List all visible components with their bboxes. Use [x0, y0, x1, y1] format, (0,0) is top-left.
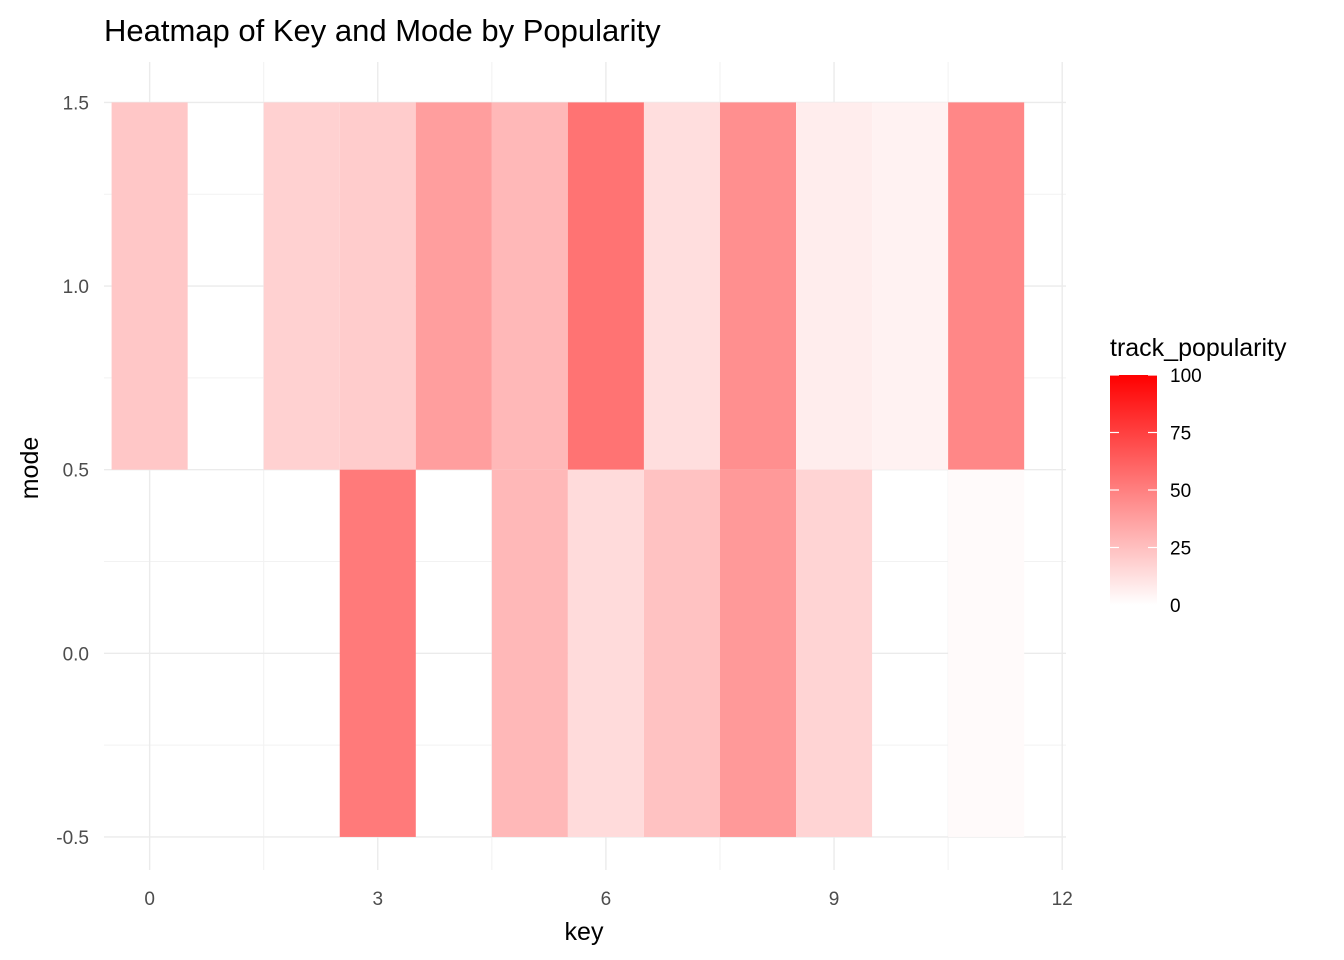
x-tick-label: 6 — [601, 889, 612, 910]
legend-tick-label: 50 — [1170, 481, 1191, 502]
x-axis-title: key — [565, 918, 604, 946]
x-tick-label: 3 — [372, 889, 383, 910]
y-tick-label: 0.5 — [63, 461, 89, 482]
y-tick-label: 0.0 — [63, 644, 89, 665]
heatmap-cell-key11-mode1 — [948, 102, 1025, 470]
x-tick-label: 12 — [1052, 889, 1073, 910]
legend-ticks: 0 25 50 75 100 — [1110, 366, 1202, 617]
heatmap-cell-key6-mode0 — [567, 469, 644, 837]
heatmap-cell-key5-mode0 — [491, 469, 568, 837]
legend: track_popularity 0 25 50 75 100 — [1110, 334, 1287, 617]
heatmap-cell-key0-mode1 — [111, 102, 188, 470]
heatmap-cell-key8-mode0 — [719, 469, 797, 837]
y-tick-label: 1.0 — [63, 277, 89, 298]
heatmap-cell-key7-mode0 — [643, 469, 720, 837]
heatmap-cell-key10-mode1 — [872, 102, 949, 470]
heatmap-cells — [111, 102, 1025, 837]
x-tick-label: 0 — [144, 889, 155, 910]
x-axis-ticks: 0 3 6 9 12 — [144, 889, 1072, 910]
y-tick-label: 1.5 — [63, 93, 89, 114]
y-axis-title: mode — [16, 437, 44, 500]
legend-title: track_popularity — [1110, 334, 1287, 362]
x-tick-label: 9 — [829, 889, 840, 910]
heatmap-cell-key8-mode1 — [719, 102, 797, 470]
y-tick-label: -0.5 — [56, 828, 89, 849]
legend-tick-label: 0 — [1170, 596, 1181, 617]
heatmap-cell-key9-mode1 — [796, 102, 873, 470]
heatmap-cell-key11-mode0 — [948, 469, 1025, 837]
heatmap-cell-key9-mode0 — [796, 469, 873, 837]
legend-tick-label: 100 — [1170, 366, 1202, 387]
heatmap-cell-key2-mode1 — [263, 102, 340, 470]
heatmap-cell-key4-mode1 — [415, 102, 492, 470]
chart-title: Heatmap of Key and Mode by Popularity — [104, 13, 661, 48]
heatmap-cell-key3-mode1 — [339, 102, 416, 470]
heatmap-cell-key6-mode1 — [567, 102, 644, 470]
heatmap-cell-key7-mode1 — [643, 102, 720, 470]
legend-tick-label: 25 — [1170, 539, 1191, 560]
heatmap-cell-key3-mode0 — [339, 469, 416, 837]
y-axis-ticks: -0.5 0.0 0.5 1.0 1.5 — [56, 93, 89, 849]
heatmap-cell-key5-mode1 — [491, 102, 568, 470]
legend-tick-label: 75 — [1170, 424, 1191, 445]
